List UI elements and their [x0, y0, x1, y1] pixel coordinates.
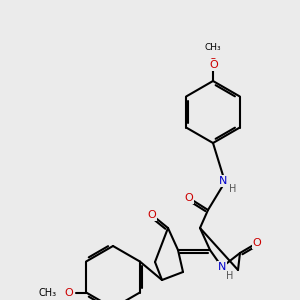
Text: O: O: [65, 287, 74, 298]
Text: O: O: [210, 60, 218, 70]
Text: H: H: [226, 271, 234, 281]
Text: O: O: [253, 238, 261, 248]
Text: N: N: [219, 176, 227, 186]
Text: O: O: [208, 58, 217, 68]
Text: N: N: [218, 262, 226, 272]
Text: H: H: [229, 184, 237, 194]
Text: CH₃: CH₃: [38, 287, 56, 298]
Text: O: O: [148, 210, 156, 220]
Text: O: O: [184, 193, 194, 203]
Text: CH₃: CH₃: [204, 44, 222, 54]
Text: CH₃: CH₃: [205, 43, 221, 52]
